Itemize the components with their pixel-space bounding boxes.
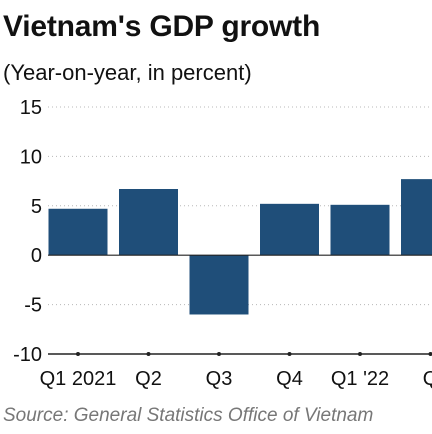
x-tick-mark [287, 352, 292, 356]
bar [260, 203, 319, 256]
x-tick-label: Q4 [276, 368, 303, 390]
bars [48, 179, 432, 315]
x-tick-mark [76, 352, 80, 356]
x-tick-label: Q [423, 368, 432, 390]
source-note: Source: General Statistics Office of Vie… [3, 405, 374, 426]
chart-subtitle: (Year-on-year, in percent) [3, 60, 252, 85]
x-tick-mark [217, 352, 221, 356]
bar [189, 255, 249, 315]
y-tick-label: -10 [13, 344, 42, 366]
chart-title: Vietnam's GDP growth [3, 10, 321, 43]
x-tick-label: Q1 '22 [331, 368, 389, 390]
y-tick-label: 0 [31, 245, 42, 267]
y-tick-label: 5 [31, 196, 42, 218]
x-tick-mark [428, 352, 432, 356]
x-tick-label: Q2 [135, 368, 162, 390]
y-tick-label: 10 [20, 146, 42, 168]
y-tick-label: -5 [24, 295, 42, 317]
bar [401, 179, 432, 256]
bar [119, 189, 178, 256]
bar [48, 208, 108, 256]
y-tick-label: 15 [20, 97, 42, 119]
x-tick-mark [358, 352, 362, 356]
x-tick-label: Q3 [206, 368, 233, 390]
axes [48, 254, 432, 356]
x-tick-mark [146, 352, 151, 356]
x-tick-label: Q1 2021 [40, 368, 117, 390]
bar [330, 204, 390, 256]
